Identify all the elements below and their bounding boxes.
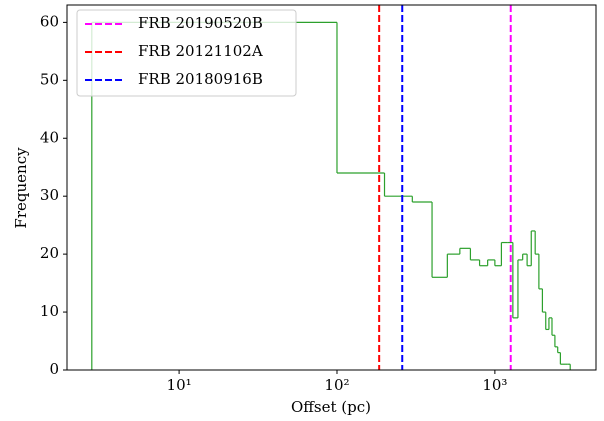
y-tick-label: 30 <box>40 186 59 204</box>
y-tick-label: 40 <box>40 128 59 146</box>
y-tick-label: 0 <box>49 360 59 378</box>
y-tick-label: 20 <box>40 244 59 262</box>
x-tick-label: 10³ <box>482 376 507 394</box>
plot-frame <box>66 4 597 371</box>
y-tick-label: 10 <box>40 302 59 320</box>
x-tick-label: 10² <box>324 376 349 394</box>
legend-label: FRB 20121102A <box>138 42 263 60</box>
legend-label: FRB 20180916B <box>138 70 263 88</box>
y-tick-label: 60 <box>40 12 59 30</box>
y-tick-label: 50 <box>40 70 59 88</box>
legend-box <box>76 9 297 97</box>
x-tick-label: 10¹ <box>167 376 192 394</box>
x-axis-label: Offset (pc) <box>291 398 371 416</box>
y-axis-label: Frequency <box>12 147 30 229</box>
legend-label: FRB 20190520B <box>138 14 263 32</box>
